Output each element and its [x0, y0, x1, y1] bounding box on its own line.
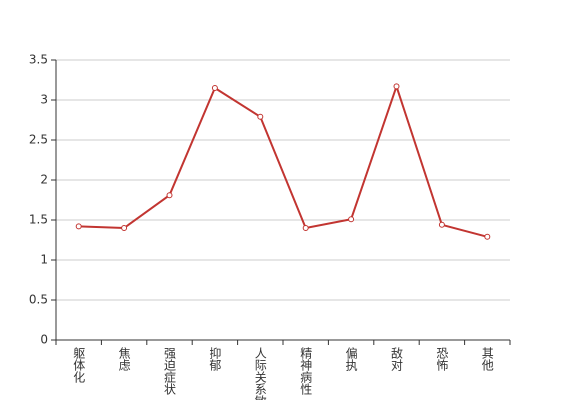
data-point	[438, 221, 445, 228]
y-tick-label: 1.5	[29, 213, 48, 227]
y-tick-label: 1	[40, 253, 48, 267]
data-point	[348, 216, 355, 223]
x-tick-label: 人际关系敏感	[253, 347, 267, 400]
x-tick-label: 恐怖	[435, 347, 449, 371]
data-point	[211, 85, 218, 91]
y-tick-label: 3.5	[29, 53, 48, 67]
y-tick-label: 2.5	[29, 133, 48, 147]
x-tick-label: 强迫症状	[163, 347, 177, 395]
data-point	[393, 83, 400, 90]
data-point	[121, 225, 128, 231]
data-point	[75, 223, 82, 230]
x-tick-label: 偏执	[344, 346, 358, 372]
data-point	[166, 192, 173, 199]
x-tick-label: 焦虑	[117, 347, 131, 371]
data-point	[484, 233, 491, 240]
x-tick-label: 其他	[480, 347, 494, 371]
y-tick-label: 0.5	[29, 293, 48, 307]
data-point	[302, 225, 309, 231]
y-tick-label: 0	[40, 333, 48, 347]
x-tick-label: 精神病性	[299, 347, 313, 396]
x-tick-label: 躯体化	[72, 346, 86, 384]
y-tick-label: 3	[40, 93, 48, 107]
data-line	[78, 83, 488, 238]
y-tick-label: 2	[40, 173, 48, 187]
x-tick-label: 敌对	[390, 346, 404, 371]
data-point	[257, 113, 264, 120]
x-tick-label: 抑郁	[208, 346, 222, 372]
